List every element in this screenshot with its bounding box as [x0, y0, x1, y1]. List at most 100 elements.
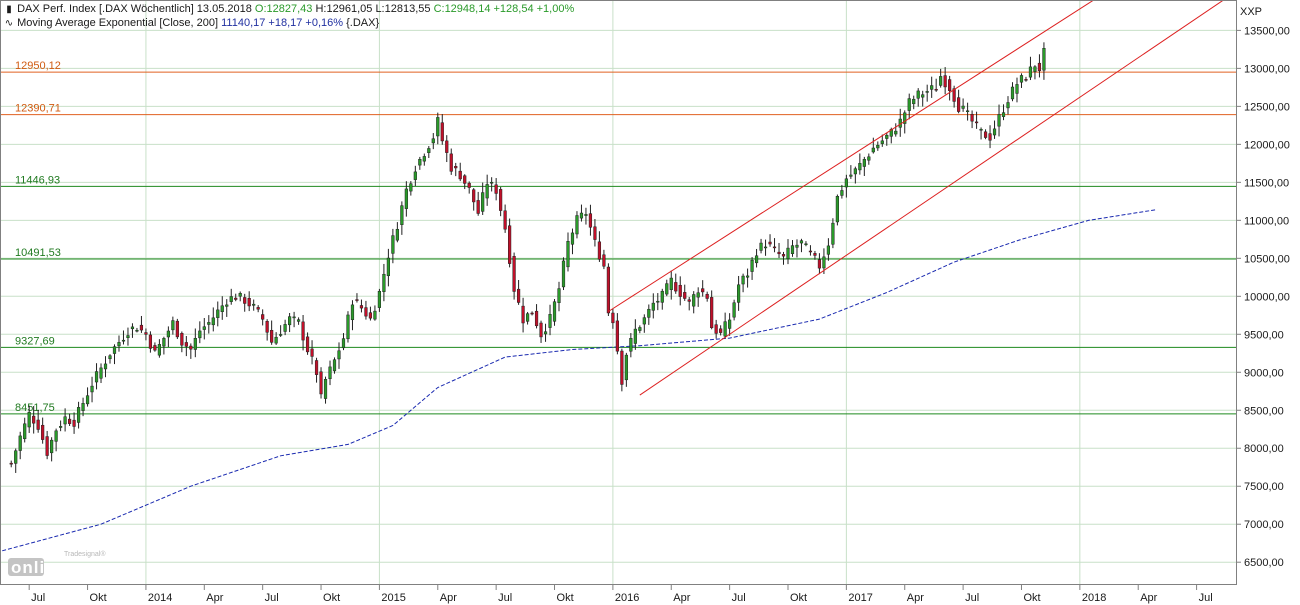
x-tick-label: Okt — [557, 592, 574, 604]
candle — [94, 363, 99, 390]
candle-body — [602, 254, 606, 267]
candle-body — [171, 320, 175, 331]
candle-body — [184, 342, 188, 347]
candle-body — [193, 338, 197, 350]
candle — [314, 357, 319, 383]
candle-body — [508, 225, 512, 264]
candle-body — [368, 312, 373, 319]
candle — [539, 320, 543, 343]
candle — [323, 376, 328, 404]
y-tick-label: 7000,00 — [1244, 519, 1284, 531]
candle-body — [117, 342, 121, 347]
candle-body — [853, 168, 857, 175]
candle-body — [557, 288, 561, 303]
candle-body — [103, 363, 108, 370]
candle-body — [633, 328, 637, 344]
candle-body — [858, 163, 862, 171]
x-tick-label: Jul — [732, 592, 746, 604]
candle — [813, 250, 817, 260]
candle — [1001, 104, 1006, 121]
candles — [9, 42, 1046, 473]
candle — [220, 296, 224, 320]
candle — [85, 387, 90, 407]
candle-body — [961, 105, 965, 109]
y-tick-label: 11500,00 — [1244, 177, 1289, 189]
candle-body — [871, 147, 875, 153]
candle — [903, 110, 907, 134]
candle — [817, 253, 822, 275]
candle — [597, 231, 602, 262]
candle — [772, 238, 777, 253]
candle — [90, 376, 94, 403]
candle — [256, 305, 260, 313]
level-label: 9327,69 — [15, 335, 55, 347]
candle — [683, 284, 687, 301]
legend-line-1: ▮ DAX Perf. Index [.DAX Wöchentlich] 13.… — [4, 3, 574, 15]
candle-body — [198, 330, 202, 339]
candle — [472, 188, 476, 211]
candle-body — [629, 338, 633, 352]
candle-body — [90, 385, 94, 393]
candle-body — [355, 299, 359, 301]
candle — [211, 307, 215, 332]
candle-body — [503, 210, 507, 230]
candle — [153, 342, 157, 352]
candle-body — [867, 156, 871, 161]
candle — [310, 340, 314, 365]
candle-body — [359, 305, 364, 309]
candle-body — [288, 316, 292, 326]
candle — [395, 222, 399, 243]
candle-body — [1001, 112, 1006, 117]
candle-body — [719, 328, 723, 333]
candle — [229, 288, 233, 305]
candle — [503, 204, 507, 233]
candle — [921, 90, 925, 107]
legend-high: H:12961,05 — [315, 3, 373, 15]
candle — [741, 273, 745, 293]
candle — [831, 218, 835, 249]
candle-body — [916, 90, 920, 99]
candle-body — [1042, 48, 1046, 71]
candle-body — [921, 94, 925, 98]
candle — [719, 325, 723, 336]
candle-body — [763, 246, 768, 249]
candle-body — [301, 321, 305, 341]
candle — [593, 219, 597, 247]
candle-body — [957, 97, 961, 112]
candle-body — [790, 245, 795, 254]
candle-body — [50, 439, 54, 454]
candle — [844, 174, 848, 198]
candle — [894, 123, 898, 137]
candle-body — [907, 98, 911, 111]
candle — [337, 342, 341, 369]
candle-body — [903, 112, 907, 124]
candle — [180, 331, 184, 353]
candle — [108, 354, 112, 364]
level-label: 12950,12 — [15, 60, 61, 72]
candle — [1033, 65, 1037, 80]
candle-body — [647, 308, 651, 318]
candle-body — [692, 294, 696, 307]
candle — [916, 88, 920, 107]
candle — [445, 135, 449, 163]
candle — [692, 291, 696, 314]
candle — [557, 281, 561, 312]
candle — [252, 299, 256, 311]
candle — [992, 120, 997, 139]
candle — [777, 242, 781, 258]
candle-body — [422, 156, 426, 162]
candle — [1015, 77, 1019, 103]
candle — [768, 234, 772, 247]
candle-body — [620, 350, 624, 385]
candle-body — [377, 290, 382, 308]
candle-body — [597, 241, 602, 260]
candle-body — [189, 345, 193, 350]
candle — [1042, 42, 1046, 80]
candle-body — [813, 253, 817, 256]
candle — [265, 319, 269, 341]
x-tick-label: Okt — [323, 592, 340, 604]
candle-body — [220, 305, 224, 312]
candle-body — [768, 241, 772, 245]
candle-body — [445, 140, 449, 153]
